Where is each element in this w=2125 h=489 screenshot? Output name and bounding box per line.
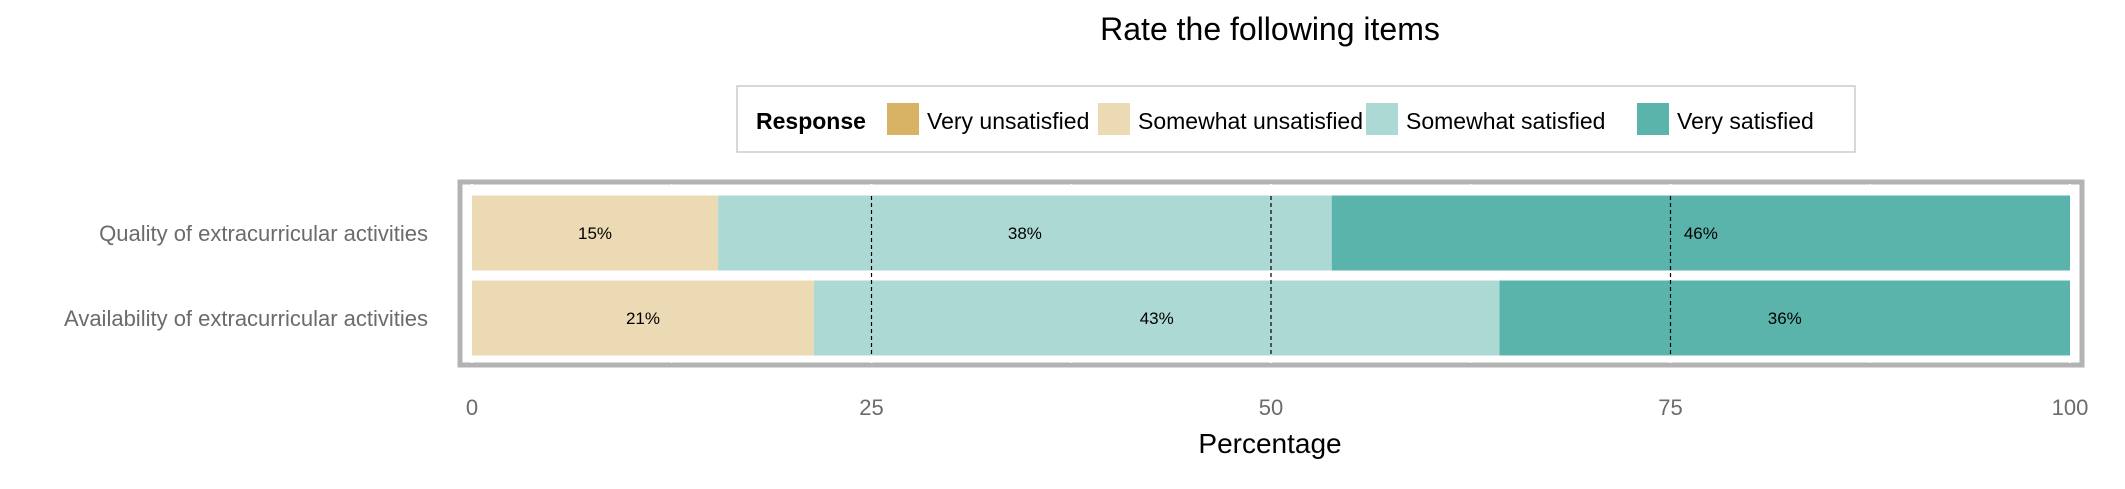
plot-panel-border <box>457 179 2085 368</box>
data-label: 43% <box>1140 309 1174 328</box>
y-tick-label: Availability of extracurricular activiti… <box>64 306 428 331</box>
legend-entry-label: Very satisfied <box>1677 108 1814 134</box>
y-axis-labels: Quality of extracurricular activities Ava… <box>64 221 428 331</box>
x-tick-label: 0 <box>466 395 478 420</box>
x-tick-label: 25 <box>859 395 883 420</box>
x-tick-label: 75 <box>1658 395 1682 420</box>
chart-title: Rate the following items <box>1100 11 1440 47</box>
bar-segment <box>1331 195 2070 271</box>
x-axis-title: Percentage <box>1198 428 1341 459</box>
data-label: 15% <box>578 224 612 243</box>
legend-swatch <box>1637 103 1669 135</box>
bar-segment <box>472 280 814 356</box>
bar-segment <box>718 195 1332 271</box>
y-tick-label: Quality of extracurricular activities <box>99 221 428 246</box>
x-tick-label: 50 <box>1259 395 1283 420</box>
bar-segment <box>1499 280 2070 356</box>
data-label: 21% <box>626 309 660 328</box>
legend-swatch <box>887 103 919 135</box>
data-label: 36% <box>1768 309 1802 328</box>
bar-segment <box>472 195 719 271</box>
bars: 15% 38% 46% 21% 43% 36% <box>472 195 2070 356</box>
legend-entry-label: Very unsatisfied <box>927 108 1089 134</box>
legend-swatch <box>1366 103 1398 135</box>
bar-segment <box>813 280 1500 356</box>
data-label: 46% <box>1684 224 1718 243</box>
legend-title: Response <box>756 108 866 134</box>
legend-swatch <box>1098 103 1130 135</box>
reference-lines <box>870 196 1672 357</box>
legend-entry-label: Somewhat unsatisfied <box>1138 108 1363 134</box>
x-axis-tick-labels: 0 25 50 75 100 <box>466 395 2088 420</box>
legend: Response Very unsatisfied Somewhat unsatis… <box>736 85 1856 153</box>
x-tick-label: 100 <box>2052 395 2089 420</box>
legend-entry-label: Somewhat satisfied <box>1406 108 1605 134</box>
data-label: 38% <box>1008 224 1042 243</box>
